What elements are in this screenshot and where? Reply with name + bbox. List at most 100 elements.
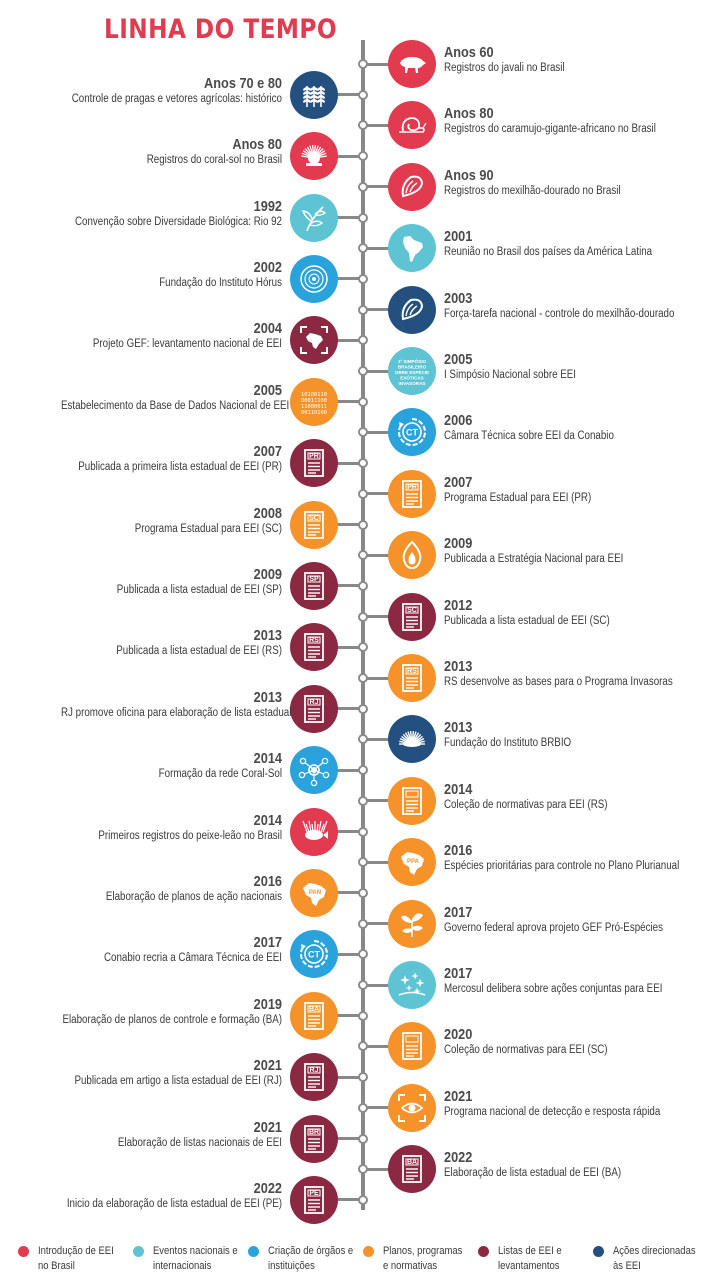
event-icon-document-icon: PR (388, 469, 436, 518)
timeline-node (358, 1194, 368, 1205)
timeline-connector (363, 799, 412, 803)
legend-label: Ações direcionadas às EEI (613, 1245, 696, 1272)
timeline-connector (363, 676, 412, 680)
timeline-connector (314, 1198, 363, 1202)
event-description: Reunião no Brasil dos países da América … (444, 246, 653, 259)
timeline-event: 1992 Convenção sobre Diversidade Biológic… (22, 198, 282, 230)
event-icon-pro-especies-logo-icon (388, 899, 436, 948)
event-description: Elaboração de planos de ação nacionais (105, 890, 282, 903)
event-icon-symposium-logo-icon: 1º SIMPÓSIOBRASILEIROSOBRE ESPÉCIESEXÓTI… (388, 347, 436, 395)
timeline-node (358, 887, 368, 898)
event-year: 2004 (253, 320, 282, 338)
timeline-axis (361, 40, 365, 1210)
timeline-event: 2009 Publicada a lista estadual de EEI (S… (22, 566, 282, 598)
timeline-connector (314, 830, 363, 833)
timeline-node (358, 980, 368, 990)
event-description: Elaboração de listas nacionais de EEI (117, 1136, 282, 1149)
event-icon-document-icon: RS (290, 623, 338, 672)
timeline-node (358, 949, 368, 960)
timeline-connector (363, 1044, 412, 1048)
event-description: Programa Estadual para EEI (SC) (134, 522, 282, 535)
timeline-connector (314, 216, 363, 219)
event-description: Inicio da elaboração de lista estadual d… (66, 1197, 282, 1210)
event-icon-south-america-map-icon (388, 224, 436, 273)
event-icon-brazil-map-icon: PAN (290, 868, 338, 917)
timeline-event: 2014 Primeiros registros do peixe-leão no… (22, 812, 282, 844)
timeline-node (358, 550, 368, 561)
event-icon-binary-database-icon: 10100110 00011100 11000011 00110100 (290, 377, 338, 426)
event-description: Coleção de normativas para EEI (SC) (444, 1044, 608, 1057)
timeline-connector (363, 737, 412, 741)
legend-label: Criação de órgãos e instituições (268, 1245, 354, 1272)
event-icon-document-icon (388, 1022, 436, 1071)
svg-text:00110100: 00110100 (301, 410, 327, 416)
timeline-event: 2001 Reunião no Brasil dos países da Amér… (444, 228, 704, 260)
event-year: 2017 (253, 934, 282, 952)
event-icon-lionfish-icon (290, 807, 338, 856)
timeline-event: Anos 90 Registros do mexilhão-dourado no … (444, 167, 704, 199)
timeline-node (358, 335, 368, 346)
timeline-event: 2013 Fundação do Instituto BRBIO (444, 719, 704, 751)
event-description: I Simpósio Nacional sobre EEI (444, 369, 577, 381)
event-icon-wheat-icon (290, 70, 338, 119)
timeline-node (358, 765, 368, 776)
timeline-connector (363, 369, 412, 373)
event-description: RS desenvolve as bases para o Programa I… (444, 676, 673, 688)
event-year: 2020 (444, 1026, 473, 1044)
event-description: Publicada a lista estadual de EEI (RS) (116, 645, 282, 658)
event-description: Conabio recria a Câmara Técnica de EEI (103, 952, 282, 965)
timeline-node (358, 243, 368, 254)
timeline-connector (314, 277, 363, 281)
svg-text:BRASILEIRO: BRASILEIRO (398, 365, 427, 370)
legend-label: Eventos nacionais e internacionais (153, 1245, 238, 1272)
legend-label: Listas de EEI e levantamentos (498, 1245, 562, 1272)
event-icon-network-icon (290, 746, 338, 795)
event-icon-brazil-scan-icon (290, 316, 338, 365)
event-year: Anos 80 (444, 105, 494, 123)
ct-code: CT (406, 428, 418, 438)
legend: Introdução de EEI no Brasil Eventos nacio… (0, 1244, 726, 1280)
timeline-node (358, 1072, 368, 1083)
event-description: Governo federal aprova projeto GEF Pró-E… (444, 921, 663, 934)
timeline-event: Anos 70 e 80 Controle de pragas e vetores… (22, 75, 282, 107)
svg-text:11000011: 11000011 (301, 404, 327, 410)
event-description: Registros do coral-sol no Brasil (146, 154, 282, 167)
timeline-connector (363, 553, 412, 557)
legend-dot (593, 1246, 604, 1257)
timeline-node (358, 826, 368, 837)
document-code: BA (309, 1006, 319, 1013)
svg-text:10100110: 10100110 (301, 392, 327, 398)
event-description: Registros do mexilhão-dourado no Brasil (444, 184, 621, 197)
legend-dot (248, 1246, 259, 1257)
event-year: 2013 (253, 688, 282, 706)
event-year: 2013 (444, 719, 473, 737)
timeline-event: 2005 Estabelecimento da Base de Dados Nac… (22, 382, 289, 414)
svg-text:EXÓTICAS: EXÓTICAS (400, 374, 423, 381)
legend-label: Introdução de EEI no Brasil (38, 1245, 114, 1272)
map-code: PAN (309, 890, 321, 896)
timeline-event: 2021 Elaboração de listas nacionais de EE… (22, 1119, 282, 1151)
event-year: 2013 (444, 658, 473, 675)
timeline-node (358, 366, 368, 376)
timeline-event: 2013 RS desenvolve as bases para o Progra… (444, 658, 704, 690)
timeline-node (358, 857, 368, 868)
timeline-event: Anos 80 Registros do coral-sol no Brasil (22, 136, 282, 168)
timeline-node (358, 1133, 368, 1144)
timeline-connector (363, 123, 412, 127)
event-icon-horus-logo-icon (290, 254, 338, 303)
document-code: SP (309, 576, 319, 583)
event-year: Anos 70 e 80 (204, 74, 282, 92)
timeline-event: 2014 Formação da rede Coral-Sol (22, 750, 282, 782)
event-year: 2022 (444, 1149, 473, 1167)
event-icon-document-icon: SP (290, 561, 338, 610)
timeline-event: 2009 Publicada a Estratégia Nacional para… (444, 535, 704, 567)
timeline-event: Anos 80 Registros do caramujo-gigante-afr… (444, 105, 704, 137)
event-icon-document-icon: BR (290, 1114, 338, 1163)
event-icon-document-icon: PR (290, 439, 338, 488)
event-year: 2014 (444, 780, 473, 798)
timeline-event: 2005 I Simpósio Nacional sobre EEI (444, 351, 704, 383)
event-year: Anos 60 (444, 44, 494, 61)
svg-text:INVASORAS: INVASORAS (399, 381, 426, 386)
timeline-connector (363, 308, 412, 312)
timeline-connector (363, 430, 412, 434)
